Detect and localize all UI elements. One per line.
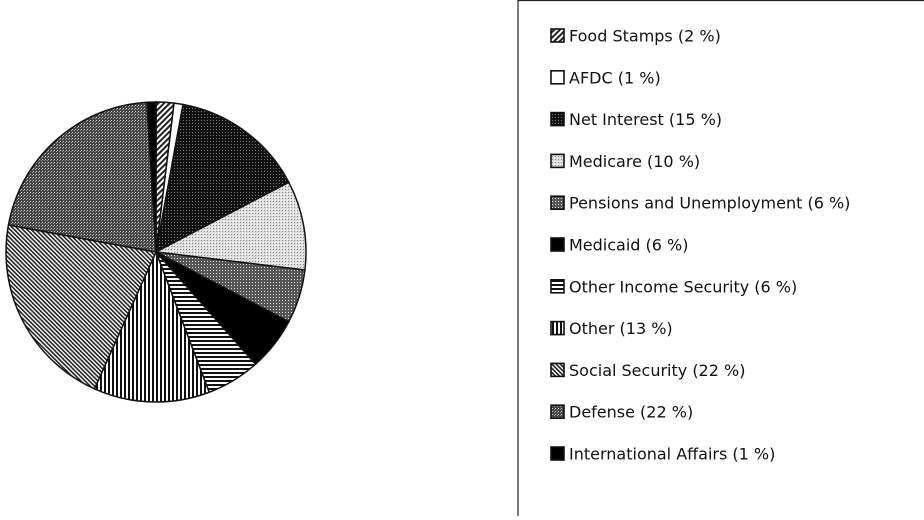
pie-slice bbox=[5, 224, 158, 390]
legend-label: Pensions and Unemployment (6 %) bbox=[569, 194, 850, 213]
legend-label: Social Security (22 %) bbox=[569, 361, 745, 380]
legend-swatch bbox=[550, 237, 565, 252]
legend-label: International Affairs (1 %) bbox=[569, 445, 775, 464]
legend-swatch bbox=[550, 362, 565, 378]
legend-swatch bbox=[550, 195, 565, 210]
legend: Food Stamps (2 %) AFDC (1 %) Net Interest … bbox=[550, 27, 850, 464]
legend-label: Net Interest (15 %) bbox=[569, 110, 722, 129]
legend-label: Medicaid (6 %) bbox=[569, 236, 689, 255]
legend-swatch bbox=[550, 278, 565, 294]
legend-label: Medicare (10 %) bbox=[569, 152, 700, 171]
pie bbox=[5, 101, 307, 403]
legend-swatch bbox=[550, 111, 565, 127]
legend-label: AFDC (1 %) bbox=[569, 68, 661, 87]
legend-swatch bbox=[550, 446, 565, 461]
pie-slice bbox=[7, 101, 157, 253]
pie-slice bbox=[154, 103, 290, 254]
legend-swatch bbox=[550, 320, 565, 336]
legend-label: Food Stamps (2 %) bbox=[569, 27, 721, 46]
pie-slice bbox=[146, 101, 157, 253]
legend-label: Defense (22 %) bbox=[569, 403, 693, 422]
legend-label: Other Income Security (6 %) bbox=[569, 277, 797, 296]
pie-slice bbox=[93, 250, 211, 403]
legend-label: Other (13 %) bbox=[569, 319, 673, 338]
legend-swatch bbox=[550, 28, 565, 43]
legend-swatch bbox=[550, 153, 565, 169]
legend-swatch bbox=[550, 404, 565, 420]
pie-slice bbox=[153, 181, 307, 271]
legend-swatch bbox=[550, 70, 565, 85]
legend-frame bbox=[517, 0, 924, 516]
